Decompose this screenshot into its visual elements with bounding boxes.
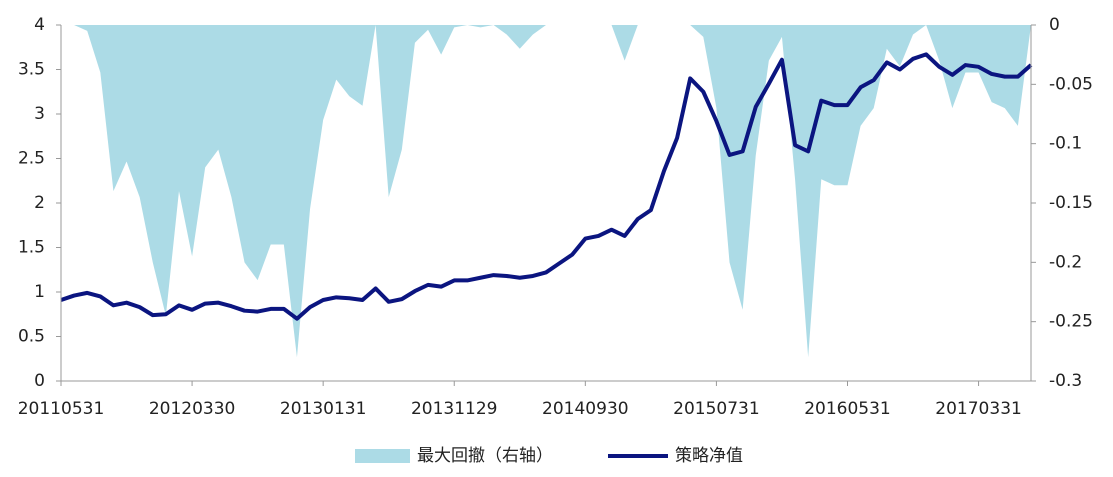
legend-label: 最大回撤（右轴） xyxy=(417,446,553,466)
y2-tick-label: -0.2 xyxy=(1049,252,1082,272)
nav-line xyxy=(60,52,1033,321)
x-tick-label: 20140930 xyxy=(542,399,629,419)
x-tick-label: 20110531 xyxy=(18,399,105,419)
y2-tick-label: -0.15 xyxy=(1049,193,1093,213)
y2-tick-label: -0.3 xyxy=(1049,371,1082,391)
legend-swatch xyxy=(355,449,410,463)
x-tick-label: 20160531 xyxy=(804,399,891,419)
x-tick-label: 20131129 xyxy=(411,399,498,419)
x-tick-label: 20170331 xyxy=(935,399,1022,419)
y2-tick-label: 0 xyxy=(1049,15,1060,35)
y2-tick-label: -0.25 xyxy=(1049,312,1093,332)
y-tick-label: 0.5 xyxy=(18,327,45,347)
legend-label: 策略净值 xyxy=(675,446,743,466)
drawdown-area xyxy=(61,25,1031,358)
x-tick-label: 20120330 xyxy=(149,399,236,419)
y-tick-label: 1 xyxy=(34,282,45,302)
y-tick-label: 4 xyxy=(34,15,45,35)
x-tick-label: 20150731 xyxy=(673,399,760,419)
y-tick-label: 3 xyxy=(34,104,45,124)
y-tick-label: 2 xyxy=(34,193,45,213)
y-tick-label: 0 xyxy=(34,371,45,391)
y-tick-label: 1.5 xyxy=(18,238,45,258)
y-tick-label: 2.5 xyxy=(18,149,45,169)
y2-tick-label: -0.05 xyxy=(1049,74,1093,94)
x-tick-label: 20130131 xyxy=(280,399,367,419)
y2-tick-label: -0.1 xyxy=(1049,134,1082,154)
y-tick-label: 3.5 xyxy=(18,60,45,80)
